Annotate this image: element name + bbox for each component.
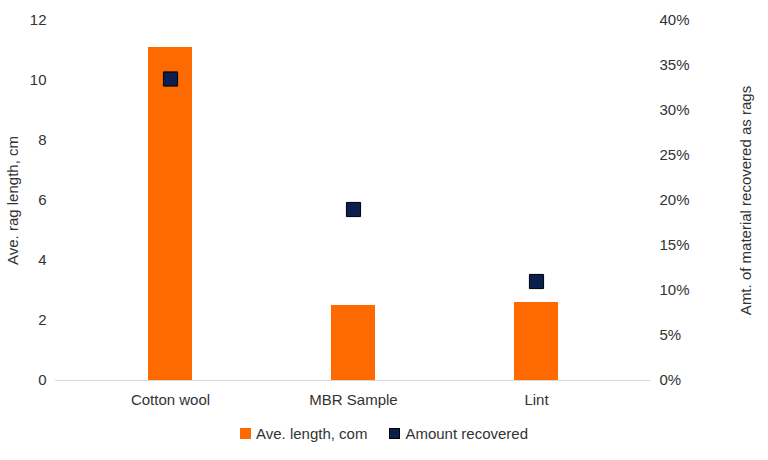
svg-text:2: 2 xyxy=(38,311,46,328)
html-text:Amount recovered: Amount recovered xyxy=(405,425,528,442)
svg-text:20%: 20% xyxy=(660,191,690,208)
svg-text:12: 12 xyxy=(30,11,47,28)
svg-text:10: 10 xyxy=(30,71,47,88)
svg-text:35%: 35% xyxy=(660,56,690,73)
svg-text:40%: 40% xyxy=(660,11,690,28)
svg-text:Cotton wool: Cotton wool xyxy=(131,391,210,408)
svg-text:25%: 25% xyxy=(660,146,690,163)
svg-text:4: 4 xyxy=(38,251,46,268)
svg-text:6: 6 xyxy=(38,191,46,208)
svg-text:MBR Sample: MBR Sample xyxy=(309,391,397,408)
svg-text:Ave. rag length, cm: Ave. rag length, cm xyxy=(4,136,21,265)
svg-text:8: 8 xyxy=(38,131,46,148)
svg-text:5%: 5% xyxy=(660,326,682,343)
svg-text:0%: 0% xyxy=(660,371,682,388)
svg-text:15%: 15% xyxy=(660,236,690,253)
svg-text:Lint: Lint xyxy=(524,391,549,408)
svg-text:10%: 10% xyxy=(660,281,690,298)
html-text:Ave. length, com: Ave. length, com xyxy=(256,425,368,442)
svg-text:30%: 30% xyxy=(660,101,690,118)
svg-text:Amt. of material recovered as: Amt. of material recovered as rags xyxy=(737,86,754,315)
svg-text:0: 0 xyxy=(38,371,46,388)
